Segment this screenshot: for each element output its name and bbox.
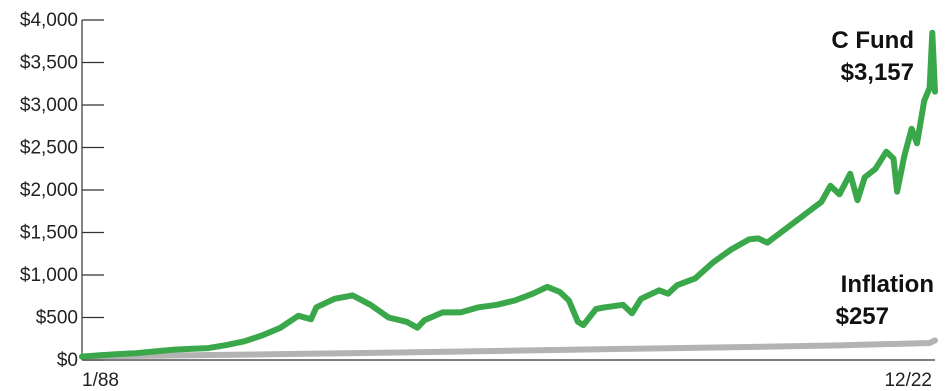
- c-fund-label: C Fund: [831, 27, 914, 54]
- y-tick-label: $500: [36, 308, 78, 329]
- series-line-c-fund: [79, 29, 938, 360]
- y-tick-label: $1,500: [20, 223, 78, 244]
- y-tick-label: $0: [57, 350, 78, 371]
- c-fund-value-label: $3,157: [841, 59, 914, 86]
- y-tick-label: $4,000: [20, 10, 78, 31]
- end-labels: C Fund $3,157 Inflation $257: [831, 27, 934, 330]
- x-tick-label-start: 1/88: [82, 370, 119, 391]
- y-tick-label: $3,500: [20, 53, 78, 74]
- x-tick-label-end: 12/22: [884, 370, 932, 391]
- y-tick-label: $1,000: [20, 265, 78, 286]
- inflation-label: Inflation: [841, 271, 934, 298]
- y-tick-label: $2,500: [20, 138, 78, 159]
- series-line-inflation: [79, 337, 938, 360]
- x-axis: 1/88 12/22: [82, 359, 935, 391]
- inflation-value-label: $257: [836, 303, 889, 330]
- y-tick-label: $3,000: [20, 95, 78, 116]
- series-layer: [79, 29, 938, 360]
- y-axis: $0 $500 $1,000 $1,500 $2,000 $2,500 $3,000 $3,5…: [20, 10, 104, 371]
- y-tick-label: $2,000: [20, 180, 78, 201]
